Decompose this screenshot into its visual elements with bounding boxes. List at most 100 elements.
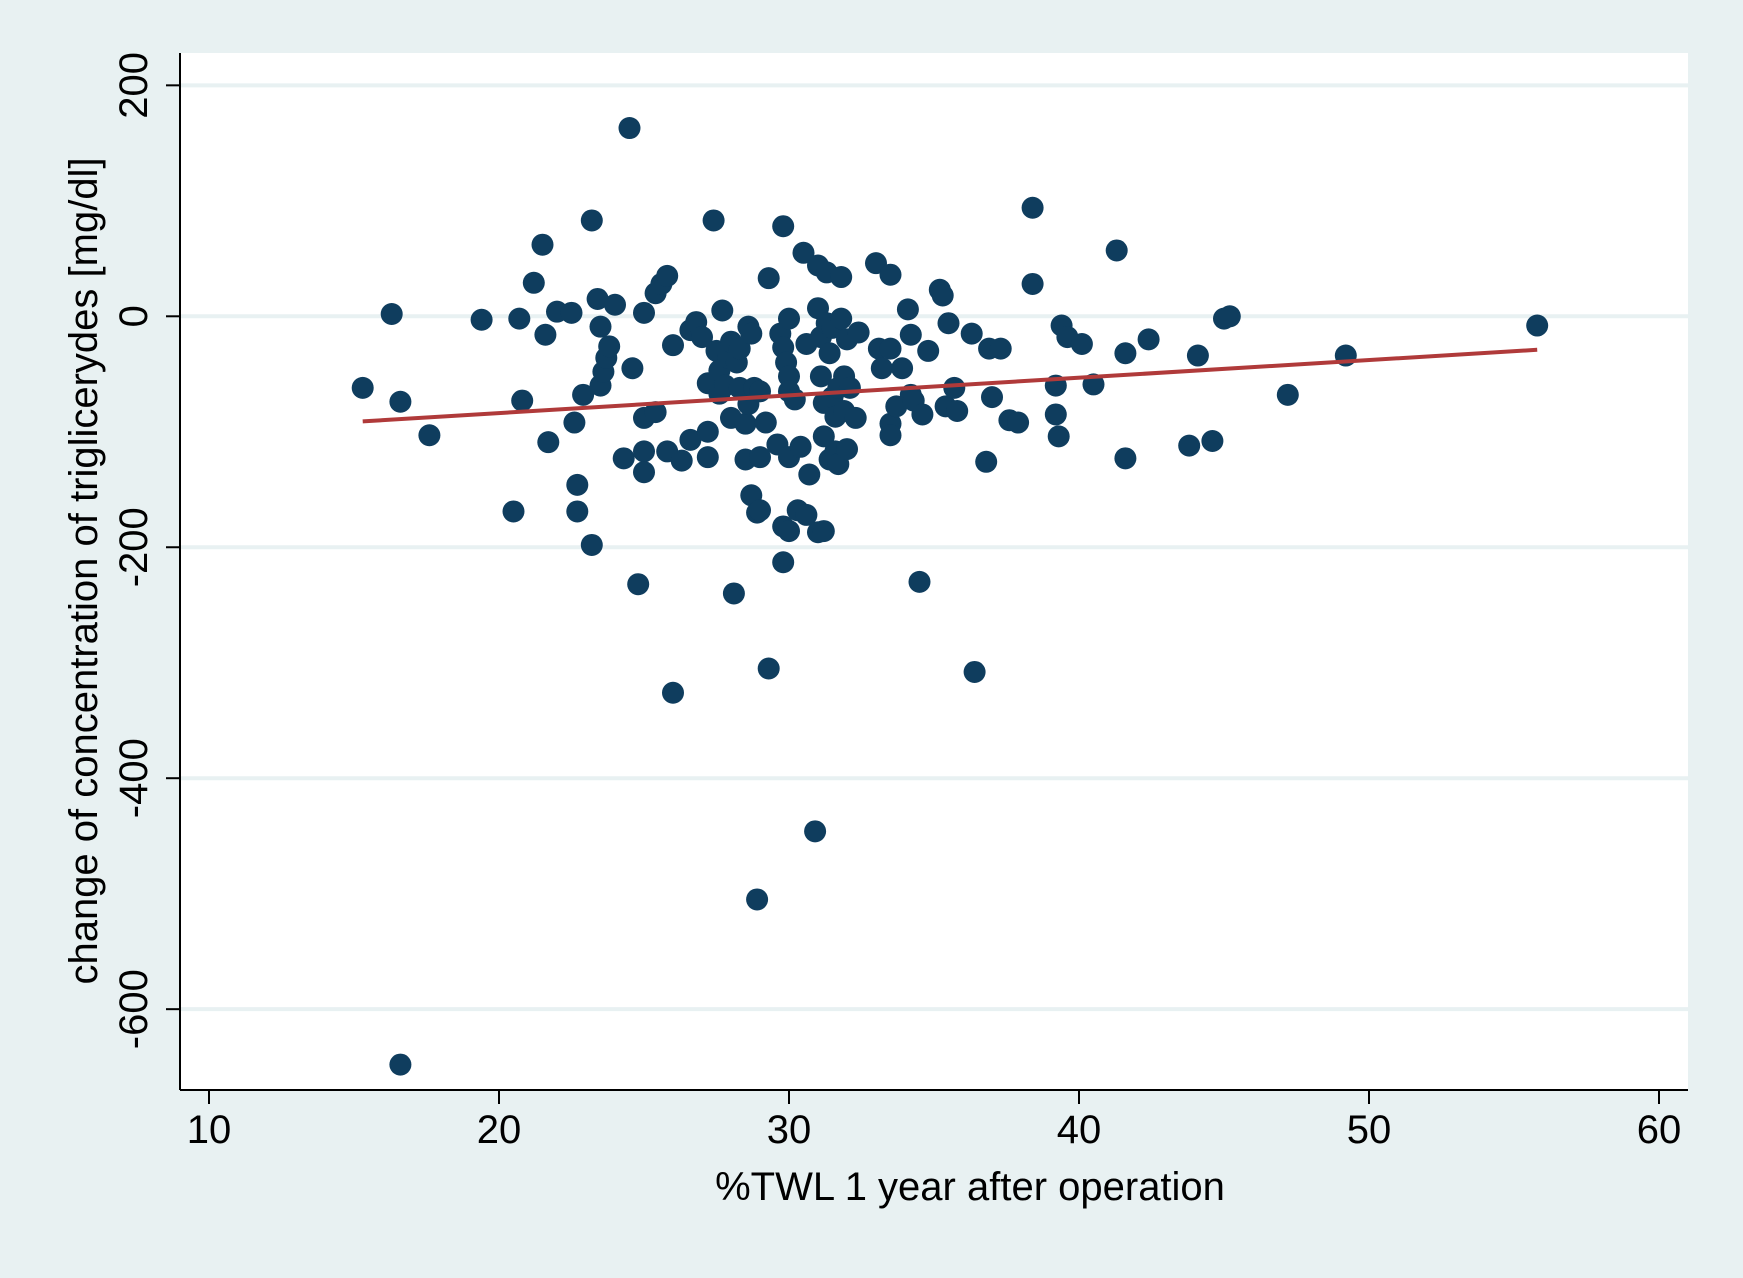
axes: 10 20 30 40 50 60 200 0 -200 -400 -600 — [112, 52, 1688, 1152]
data-point — [351, 376, 374, 399]
data-point — [879, 263, 902, 286]
data-point — [470, 308, 493, 331]
data-point — [917, 339, 940, 362]
data-point — [589, 315, 612, 338]
data-point — [511, 389, 534, 412]
data-point — [746, 888, 769, 911]
y-tick-label: -400 — [112, 738, 156, 818]
data-point — [734, 412, 757, 435]
data-point — [1218, 305, 1241, 328]
data-point — [812, 425, 835, 448]
data-point — [989, 337, 1012, 360]
data-point — [662, 681, 684, 704]
data-point — [804, 820, 827, 843]
data-point — [604, 293, 626, 316]
data-point — [740, 322, 763, 345]
data-point — [754, 411, 777, 434]
data-point — [722, 582, 745, 605]
data-point — [798, 463, 821, 486]
data-point — [618, 117, 641, 140]
data-point — [844, 406, 867, 429]
data-point — [560, 301, 583, 324]
data-point — [598, 335, 621, 358]
data-point — [1105, 239, 1128, 262]
data-point — [896, 298, 919, 321]
data-point — [757, 657, 780, 680]
x-tick-label: 10 — [187, 1108, 232, 1152]
data-point — [1007, 411, 1030, 434]
data-point — [389, 1053, 412, 1076]
data-point — [1044, 403, 1067, 426]
data-point — [702, 209, 725, 232]
data-point — [522, 271, 545, 294]
data-point — [633, 440, 655, 463]
data-point — [380, 302, 403, 325]
y-axis-title: change of concentration of triglicerydes… — [62, 157, 106, 984]
data-point — [838, 376, 861, 399]
data-point — [1070, 333, 1093, 356]
data-point — [508, 307, 531, 330]
data-point — [572, 383, 595, 406]
data-point — [830, 266, 853, 289]
data-point — [612, 447, 635, 470]
y-tick-label: -200 — [112, 507, 156, 587]
data-point — [534, 323, 557, 346]
data-point — [946, 399, 969, 422]
data-point — [778, 520, 800, 543]
data-point — [772, 215, 795, 238]
gridlines — [180, 83, 1688, 1012]
y-tick-label: 0 — [112, 305, 156, 327]
x-tick-label: 20 — [477, 1108, 522, 1152]
data-point — [778, 307, 800, 330]
data-point — [621, 357, 644, 380]
data-point — [389, 390, 412, 413]
data-point — [728, 337, 751, 360]
data-point — [931, 284, 954, 307]
x-tick-label: 50 — [1347, 1108, 1392, 1152]
data-point — [679, 428, 702, 451]
data-point — [696, 420, 719, 443]
data-point — [644, 401, 667, 424]
data-point — [1526, 314, 1549, 337]
data-point — [1137, 328, 1160, 351]
data-point — [963, 660, 986, 683]
plot-area — [180, 53, 1688, 1090]
data-point — [1201, 430, 1224, 453]
data-point — [943, 376, 966, 399]
data-point — [627, 573, 650, 596]
data-point — [772, 551, 795, 574]
data-point — [960, 322, 983, 345]
data-point — [937, 312, 960, 335]
data-point — [879, 424, 902, 447]
data-point — [789, 435, 812, 458]
data-point — [580, 209, 603, 232]
x-tick-label: 30 — [767, 1108, 812, 1152]
fit-line-layer — [362, 347, 1538, 424]
data-point — [1276, 383, 1299, 406]
data-point — [911, 403, 934, 426]
data-point — [537, 431, 560, 454]
data-point — [891, 357, 914, 380]
data-point — [580, 533, 603, 556]
data-point — [1114, 342, 1137, 365]
data-point — [749, 499, 771, 522]
data-point — [1021, 196, 1044, 219]
data-point — [749, 446, 771, 469]
data-point — [981, 386, 1003, 409]
data-point — [1047, 425, 1070, 448]
data-point — [836, 438, 858, 461]
data-point — [1186, 344, 1209, 367]
data-point — [879, 337, 902, 360]
data-point — [757, 267, 780, 290]
data-point — [975, 450, 998, 473]
data-point — [691, 326, 713, 349]
data-point — [531, 233, 554, 256]
data-point — [656, 264, 679, 287]
y-tick-label: -600 — [112, 969, 156, 1049]
data-point — [1178, 434, 1201, 457]
x-axis-title: %TWL 1 year after operation — [715, 1165, 1225, 1209]
data-point — [696, 446, 719, 469]
data-point — [812, 520, 835, 543]
